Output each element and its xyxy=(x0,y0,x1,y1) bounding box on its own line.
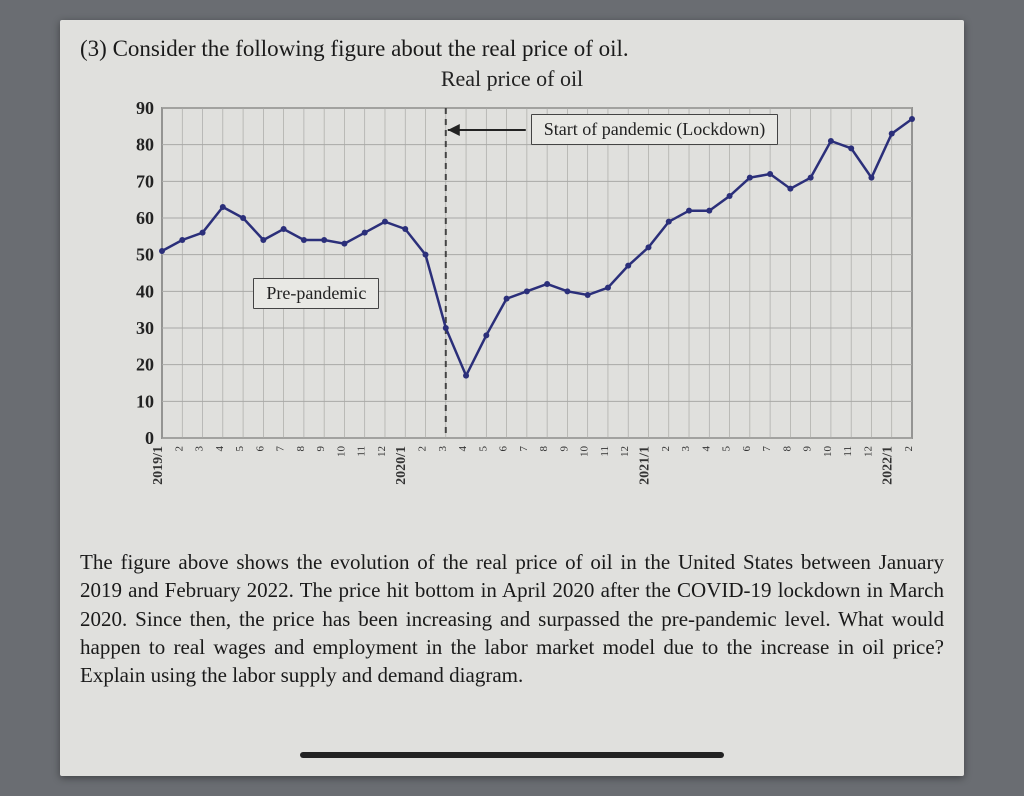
svg-text:7: 7 xyxy=(518,446,530,452)
svg-text:7: 7 xyxy=(761,446,773,452)
svg-text:0: 0 xyxy=(145,428,154,448)
svg-text:2: 2 xyxy=(903,446,915,452)
svg-text:7: 7 xyxy=(275,446,287,452)
svg-text:10: 10 xyxy=(579,446,591,458)
oil-price-chart: 0 10 20 30 40 50 60 70 80 90 2019/1 2 3 4 5 6 7 8 9 10 11 12 2… xyxy=(102,98,922,518)
svg-text:12: 12 xyxy=(619,446,631,457)
svg-text:70: 70 xyxy=(136,171,154,191)
svg-text:20: 20 xyxy=(136,355,154,375)
svg-text:40: 40 xyxy=(136,281,154,301)
svg-text:9: 9 xyxy=(802,446,814,452)
svg-text:60: 60 xyxy=(136,208,154,228)
svg-text:4: 4 xyxy=(700,446,712,452)
chart-container: 0 10 20 30 40 50 60 70 80 90 2019/1 2 3 4 5 6 7 8 9 10 11 12 2… xyxy=(102,98,922,518)
svg-text:5: 5 xyxy=(477,446,489,452)
svg-text:6: 6 xyxy=(498,446,510,452)
svg-text:3: 3 xyxy=(194,446,206,452)
svg-text:90: 90 xyxy=(136,98,154,118)
svg-text:10: 10 xyxy=(335,446,347,458)
svg-text:4: 4 xyxy=(214,446,226,452)
chart-title: Real price of oil xyxy=(80,66,944,92)
question-body-text: The figure above shows the evolution of … xyxy=(80,548,944,690)
svg-text:8: 8 xyxy=(295,446,307,452)
svg-text:4: 4 xyxy=(457,446,469,452)
svg-text:6: 6 xyxy=(254,446,266,452)
svg-text:11: 11 xyxy=(842,446,854,457)
svg-text:9: 9 xyxy=(315,446,327,452)
svg-text:2: 2 xyxy=(417,446,429,452)
pandemic-start-annotation: Start of pandemic (Lockdown) xyxy=(531,114,778,145)
svg-text:11: 11 xyxy=(599,446,611,457)
svg-text:2: 2 xyxy=(660,446,672,452)
svg-text:8: 8 xyxy=(781,446,793,452)
svg-text:2022/1: 2022/1 xyxy=(881,446,896,485)
svg-text:5: 5 xyxy=(234,446,246,452)
svg-text:8: 8 xyxy=(538,446,550,452)
svg-text:12: 12 xyxy=(376,446,388,457)
pre-pandemic-annotation: Pre-pandemic xyxy=(253,278,379,309)
svg-text:6: 6 xyxy=(741,446,753,452)
question-label: (3) Consider the following figure about … xyxy=(80,36,944,62)
svg-text:2: 2 xyxy=(173,446,185,452)
svg-text:3: 3 xyxy=(437,446,449,452)
svg-text:3: 3 xyxy=(680,446,692,452)
svg-text:50: 50 xyxy=(136,245,154,265)
bottom-divider xyxy=(300,752,724,758)
svg-text:12: 12 xyxy=(862,446,874,457)
svg-text:2019/1: 2019/1 xyxy=(151,446,166,485)
svg-text:10: 10 xyxy=(136,391,154,411)
svg-text:30: 30 xyxy=(136,318,154,338)
svg-text:2021/1: 2021/1 xyxy=(637,446,652,485)
svg-text:10: 10 xyxy=(822,446,834,458)
svg-text:5: 5 xyxy=(721,446,733,452)
svg-text:2020/1: 2020/1 xyxy=(394,446,409,485)
svg-text:80: 80 xyxy=(136,135,154,155)
svg-text:11: 11 xyxy=(356,446,368,457)
svg-text:9: 9 xyxy=(558,446,570,452)
